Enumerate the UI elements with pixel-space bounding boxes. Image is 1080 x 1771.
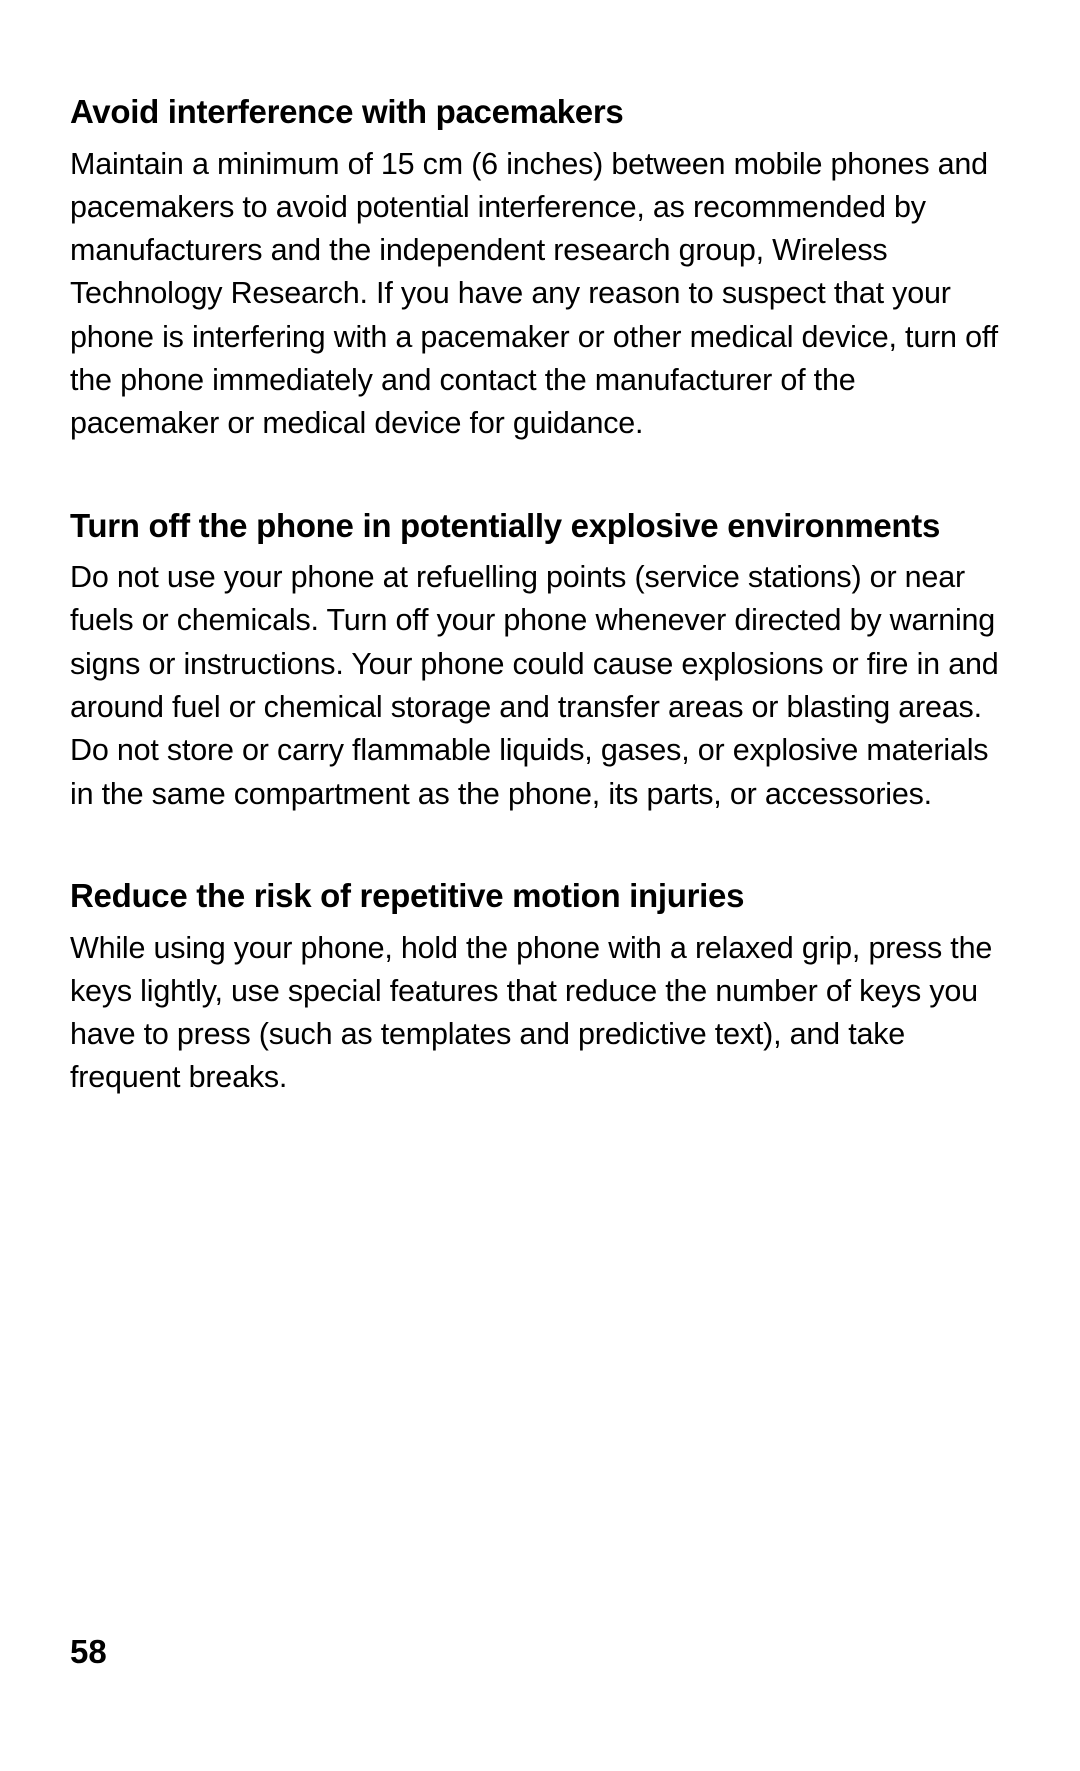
section-body: While using your phone, hold the phone w… (70, 927, 1010, 1100)
section-explosive-environments: Turn off the phone in potentially explos… (70, 504, 1010, 816)
section-pacemakers: Avoid interference with pacemakers Maint… (70, 90, 1010, 446)
section-body: Do not use your phone at refuelling poin… (70, 556, 1010, 816)
section-heading: Reduce the risk of repetitive motion inj… (70, 874, 1010, 919)
section-heading: Avoid interference with pacemakers (70, 90, 1010, 135)
section-repetitive-motion: Reduce the risk of repetitive motion inj… (70, 874, 1010, 1100)
document-page: Avoid interference with pacemakers Maint… (0, 0, 1080, 1100)
page-number: 58 (70, 1633, 107, 1671)
section-body: Maintain a minimum of 15 cm (6 inches) b… (70, 143, 1010, 446)
section-heading: Turn off the phone in potentially explos… (70, 504, 1010, 549)
